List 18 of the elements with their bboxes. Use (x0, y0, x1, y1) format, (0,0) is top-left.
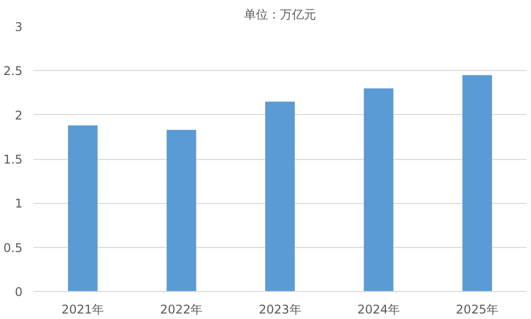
y-tick-label: 1.5 (3, 152, 23, 166)
y-tick-label: 3 (14, 20, 23, 34)
y-tick-label: 2 (14, 108, 23, 122)
x-tick-label: 2025年 (456, 302, 498, 316)
y-tick-label: 0 (14, 285, 23, 299)
x-tick-label: 2021年 (62, 302, 104, 316)
x-tick-label: 2023年 (258, 302, 302, 316)
bar (364, 88, 394, 292)
y-tick-label: 1 (14, 196, 23, 211)
bar (166, 130, 196, 292)
bar (68, 125, 98, 292)
y-tick-label: 2.5 (3, 64, 23, 78)
chart-title: 单位：万亿元 (244, 8, 316, 22)
x-tick-label: 2024年 (357, 302, 400, 316)
bar (265, 102, 295, 292)
y-tick-label: 0.5 (3, 240, 23, 255)
bar (462, 75, 492, 292)
x-tick-label: 2022年 (160, 302, 203, 316)
